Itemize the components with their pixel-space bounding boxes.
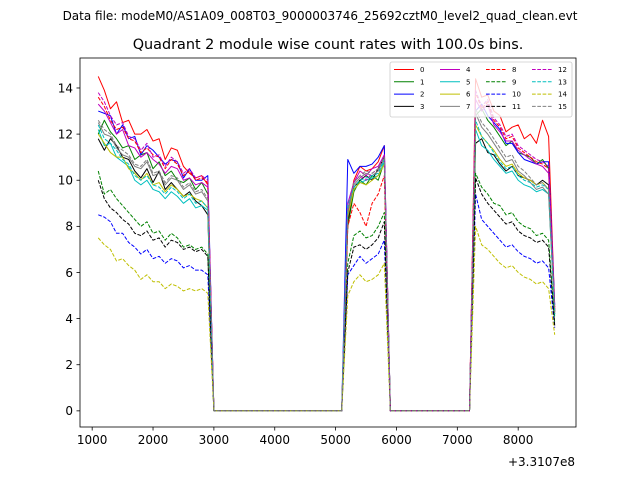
legend-label: 7 [466,103,470,111]
x-tick-label: 5000 [320,433,351,447]
plot-area [97,76,556,412]
figure-suptitle: Data file: modeM0/AS1A09_008T03_90000037… [63,9,578,23]
x-tick-label: 8000 [503,433,534,447]
y-tick-label: 0 [65,404,73,418]
legend-item-8: 8 [486,66,516,74]
legend-label: 9 [512,78,516,86]
legend-label: 14 [558,91,567,99]
y-tick-label: 2 [65,358,73,372]
y-tick-label: 6 [65,266,73,280]
legend-item-2: 2 [394,91,424,99]
legend-label: 2 [420,91,424,99]
legend-item-7: 7 [440,103,470,111]
legend-label: 4 [466,66,471,74]
legend-label: 6 [466,91,471,99]
y-tick-label: 4 [65,312,73,326]
legend-label: 8 [512,66,516,74]
legend-item-9: 9 [486,78,516,86]
legend-item-13: 13 [532,78,567,86]
series-line-13 [97,119,556,412]
legend-item-0: 0 [394,66,424,74]
legend-item-10: 10 [486,91,521,99]
y-tick-label: 8 [65,220,73,234]
x-offset-label: +3.3107e8 [508,455,575,469]
series-line-9 [97,170,556,412]
legend-label: 10 [512,91,521,99]
chart-title: Quadrant 2 module wise count rates with … [133,37,524,53]
x-tick-label: 3000 [199,433,230,447]
series-9 [97,170,556,412]
legend-label: 15 [558,103,567,111]
legend-label: 5 [466,78,470,86]
legend-label: 0 [420,66,424,74]
series-14 [97,225,556,412]
x-axis: 1000 2000 3000 4000 5000 6000 7000 8000 [77,427,534,447]
x-tick-label: 2000 [138,433,169,447]
y-axis: 0 2 4 6 8 10 12 14 [58,81,80,418]
legend-item-3: 3 [394,103,424,111]
series-line-14 [97,225,556,412]
legend-item-12: 12 [532,66,567,74]
legend-label: 1 [420,78,424,86]
legend-box [389,61,573,118]
y-tick-label: 12 [58,127,73,141]
legend-item-5: 5 [440,78,470,86]
legend-item-4: 4 [440,66,471,74]
x-tick-label: 6000 [381,433,412,447]
legend-label: 11 [512,103,521,111]
legend-item-11: 11 [486,103,521,111]
axes-frame [79,57,577,428]
x-tick-label: 7000 [442,433,473,447]
legend-item-1: 1 [394,78,424,86]
x-tick-label: 1000 [77,433,108,447]
legend-item-6: 6 [440,91,471,99]
x-tick-label: 4000 [259,433,290,447]
series-13 [97,119,556,412]
legend-label: 3 [420,103,424,111]
y-tick-label: 14 [58,81,73,95]
y-tick-label: 10 [58,174,73,188]
legend-label: 13 [558,78,567,86]
legend-item-14: 14 [532,91,567,99]
legend-label: 12 [558,66,567,74]
legend-item-15: 15 [532,103,567,111]
